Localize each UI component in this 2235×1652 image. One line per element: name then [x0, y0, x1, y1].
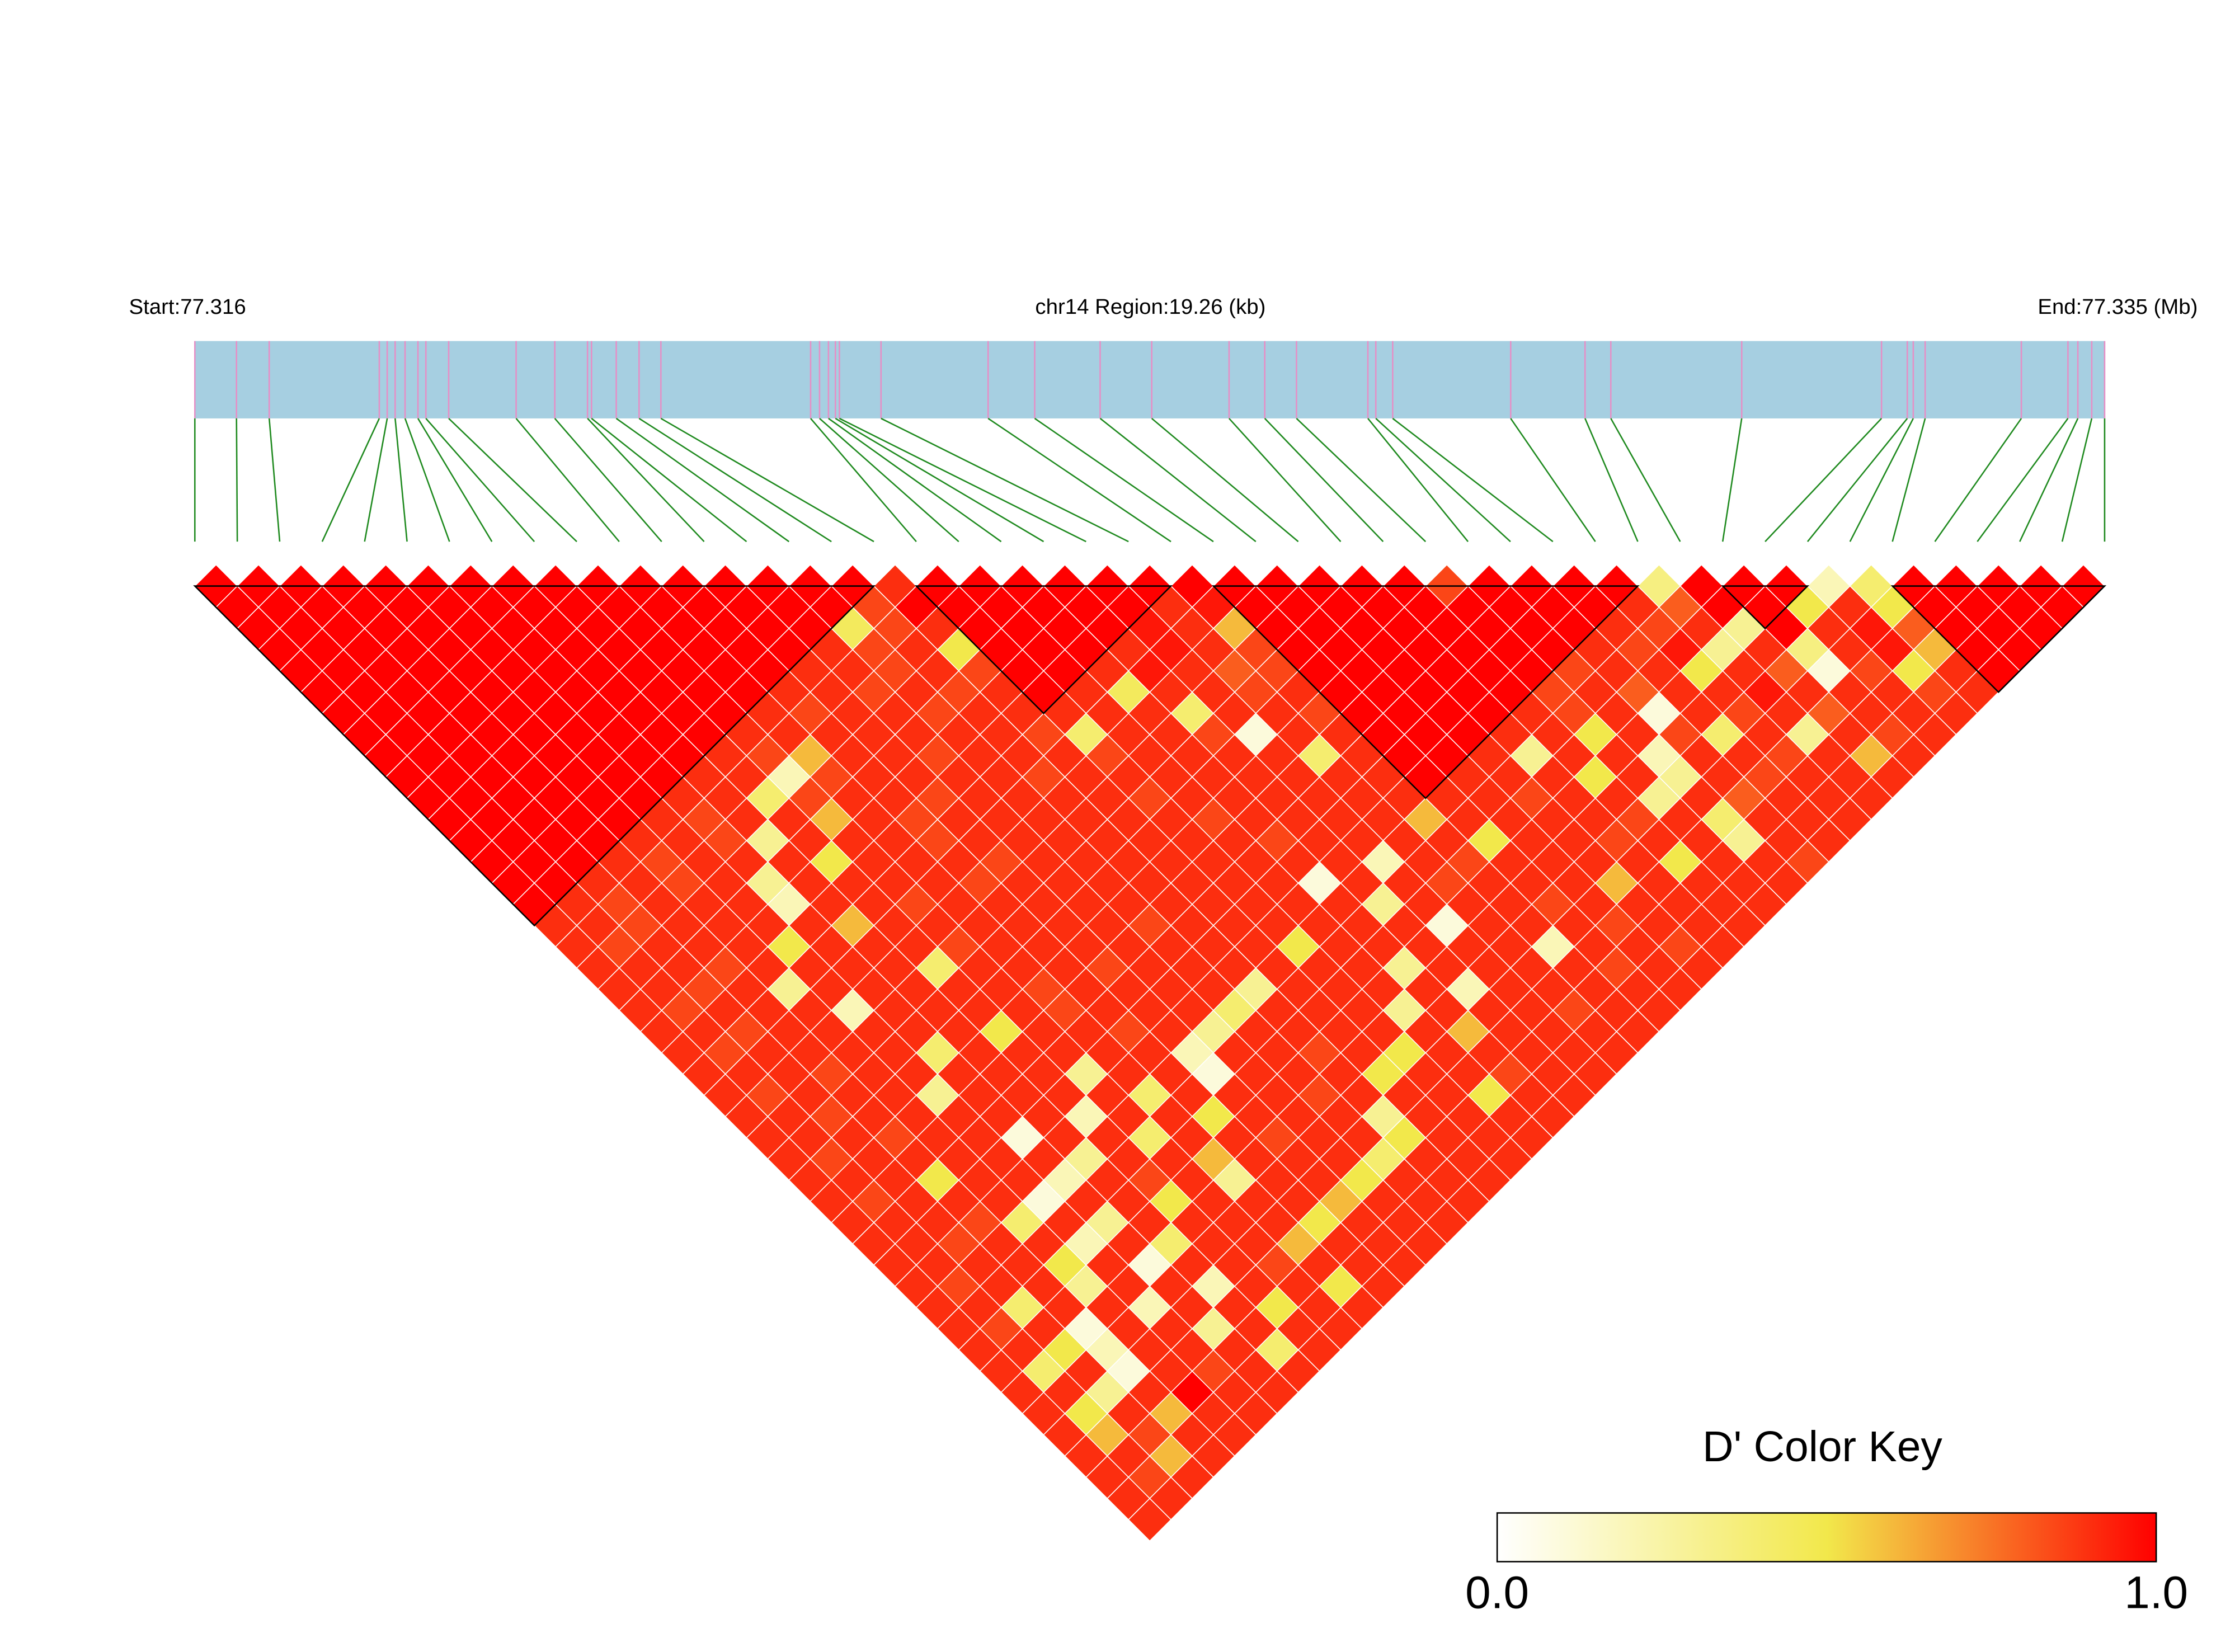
snp-connector	[1151, 417, 1299, 543]
snp-connector	[1721, 418, 1743, 542]
snp-connector	[638, 417, 832, 543]
color-key-tick-label: 1.0	[2124, 1568, 2188, 1618]
ld-block	[193, 585, 876, 927]
color-key	[1496, 1512, 2157, 1562]
snp-connector	[1034, 417, 1214, 543]
end-label: End:77.335 (Mb)	[2038, 295, 2198, 319]
snp-connector	[591, 417, 747, 543]
snp-connector	[2019, 418, 2079, 542]
snp-connector	[1977, 418, 2069, 542]
snp-connector	[835, 417, 1044, 543]
snp-connector	[660, 417, 874, 543]
snp-connector	[1849, 418, 1914, 542]
ld-blocks	[193, 585, 2107, 927]
snp-connector	[1296, 417, 1427, 543]
snp-connector	[321, 418, 380, 542]
snp-connector	[2061, 418, 2093, 542]
snp-connector	[615, 417, 790, 543]
snp-connector	[515, 418, 620, 542]
snp-connector	[394, 418, 408, 542]
ld-heatmap	[194, 564, 2106, 1542]
snp-connector	[554, 418, 662, 543]
snp-connector	[987, 417, 1171, 543]
snp-connector	[1367, 418, 1469, 542]
snp-connector	[1392, 417, 1554, 543]
ld-block	[914, 585, 1173, 714]
snp-connector	[1510, 418, 1596, 542]
snp-connector	[819, 417, 959, 543]
snp-connector	[1891, 418, 1926, 542]
snp-connector	[417, 418, 493, 542]
ld-cell	[1128, 1498, 1172, 1542]
snp-connector	[881, 417, 1129, 543]
snp-connector	[1264, 418, 1384, 543]
ld-block	[1721, 585, 1810, 630]
snp-connector	[425, 418, 535, 543]
ld-block	[1211, 585, 1640, 799]
snp-connector	[1375, 417, 1511, 543]
snp-connector	[364, 418, 388, 542]
snp-connector	[268, 418, 281, 542]
snp-connector	[1765, 418, 1883, 543]
snp-connector	[1610, 418, 1681, 542]
snp-connector	[1228, 418, 1342, 543]
ld-block	[1890, 585, 2107, 694]
color-key-title: D' Color Key	[1702, 1423, 1942, 1471]
region-bar	[195, 341, 2105, 418]
snp-connector	[587, 418, 705, 543]
chart-title: chr14 Region:19.26 (kb)	[1035, 295, 1265, 319]
snp-connector	[448, 418, 577, 543]
snp-connector	[810, 418, 917, 542]
snp-connector	[839, 417, 1086, 543]
snp-connector	[828, 417, 1002, 543]
color-key-tick-label: 0.0	[1465, 1568, 1529, 1618]
snp-connector	[1934, 418, 2022, 542]
snp-connector	[1806, 418, 1908, 542]
snp-connector	[1099, 417, 1257, 543]
start-label: Start:77.316	[129, 295, 246, 319]
snp-connector	[404, 418, 450, 542]
snp-connector	[1584, 418, 1639, 542]
